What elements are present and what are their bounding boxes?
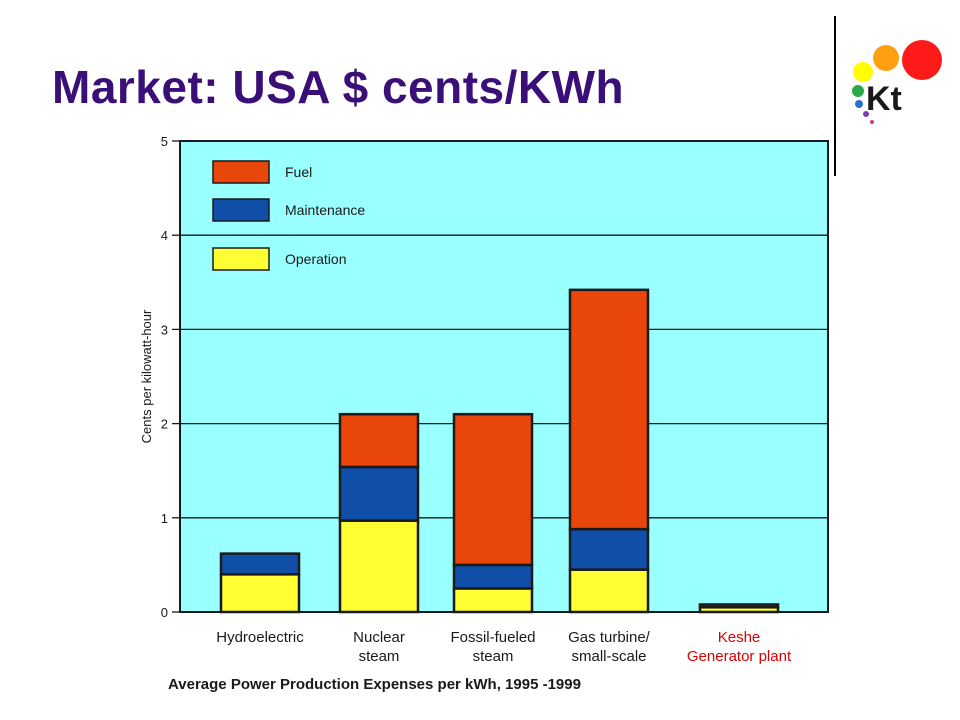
x-tick-label-line2: small-scale bbox=[571, 648, 646, 665]
logo-dot-red bbox=[902, 40, 942, 80]
bar-operation bbox=[219, 573, 301, 614]
x-tick-label: Hydroelectric bbox=[216, 629, 304, 646]
x-tick-label: Nuclear bbox=[353, 629, 405, 646]
logo-dot-green bbox=[852, 85, 864, 97]
legend-label: Fuel bbox=[285, 164, 312, 180]
legend-swatch-maintenance bbox=[212, 198, 270, 222]
bar-operation bbox=[338, 519, 420, 614]
slide-title: Market: USA $ cents/KWh bbox=[52, 61, 625, 113]
legend-swatch-fuel bbox=[212, 160, 270, 184]
y-tick-label: 2 bbox=[161, 417, 168, 432]
logo-dot-blue bbox=[855, 100, 863, 108]
bar-maintenance bbox=[338, 465, 420, 522]
header-divider bbox=[834, 16, 836, 176]
logo-text: Kt bbox=[866, 80, 902, 118]
logo-dot-orange bbox=[873, 45, 899, 71]
x-tick-label-line2: steam bbox=[359, 648, 400, 665]
x-tick-label: Fossil-fueled bbox=[450, 629, 535, 646]
y-tick-label: 3 bbox=[161, 322, 168, 337]
bar-maintenance bbox=[568, 527, 650, 571]
x-tick-label-line2: steam bbox=[473, 648, 514, 665]
bar-maintenance bbox=[452, 563, 534, 590]
y-tick-label: 0 bbox=[161, 605, 168, 620]
y-tick-label: 5 bbox=[161, 134, 168, 149]
bar-operation bbox=[568, 568, 650, 614]
legend-swatch-operation bbox=[212, 247, 270, 271]
kt-logo-icon bbox=[852, 40, 942, 124]
bar-fuel bbox=[338, 412, 420, 469]
bar-maintenance bbox=[219, 552, 301, 576]
bar-operation bbox=[452, 587, 534, 614]
x-tick-label: Keshe bbox=[718, 629, 761, 646]
bar-fuel bbox=[452, 412, 534, 567]
y-tick-label: 1 bbox=[161, 511, 168, 526]
x-tick-label: Gas turbine/ bbox=[568, 629, 651, 646]
y-axis-label: Cents per kilowatt-hour bbox=[139, 309, 154, 443]
logo-dot-pink bbox=[870, 120, 874, 124]
y-tick-label: 4 bbox=[161, 228, 168, 243]
x-axis-label: Average Power Production Expenses per kW… bbox=[168, 676, 581, 693]
bar-fuel bbox=[568, 288, 650, 531]
logo-dot-yellow bbox=[853, 62, 873, 82]
logo-dot-purple bbox=[863, 111, 869, 117]
legend-label: Maintenance bbox=[285, 202, 365, 218]
legend-label: Operation bbox=[285, 251, 346, 267]
bar-maintenance bbox=[698, 603, 780, 609]
x-tick-label-line2: Generator plant bbox=[687, 648, 792, 665]
